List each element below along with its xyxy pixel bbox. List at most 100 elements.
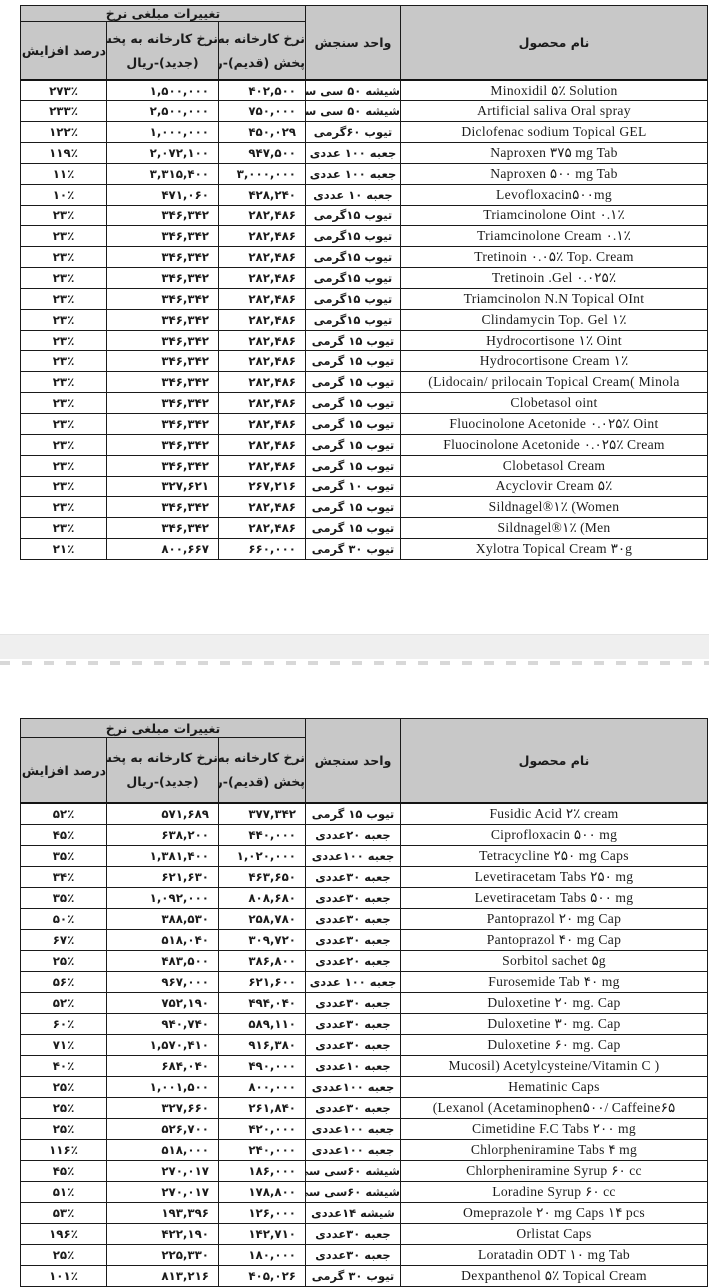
product-name-cell: Diclofenac sodium Topical GEL — [400, 121, 708, 144]
col-header-new-price-line1: نرخ کارخانه به پخش — [106, 750, 218, 765]
col-header-old-price: نرخ کارخانه به پخش (قدیم)-ریال — [218, 21, 306, 81]
new-price-cell: ۱,۰۰۱,۵۰۰ — [106, 1075, 219, 1098]
unit-cell: جعبه ۱۰ عددی — [305, 183, 401, 206]
old-price-cell: ۴۵۰,۰۲۹ — [218, 121, 306, 144]
percent-increase-cell: ۳۵٪ — [20, 886, 107, 909]
product-name-cell: Chlorpheniramine Syrup ۶۰ cc — [400, 1159, 708, 1182]
percent-increase-cell: ۵۶٪ — [20, 970, 107, 993]
unit-cell: تیوب ۱۵گرمی — [305, 246, 401, 269]
product-name-cell: Fusidic Acid ۲٪ cream — [400, 802, 708, 825]
percent-increase-cell: ۲۳٪ — [20, 371, 107, 394]
unit-cell: تیوب ۱۵گرمی — [305, 225, 401, 248]
table-row: Fusidic Acid ۲٪ cream تیوب ۱۵ گرمی ۳۷۷,۳۴۲… — [20, 802, 708, 825]
new-price-cell: ۴۲۲,۱۹۰ — [106, 1222, 219, 1245]
product-name-cell: Naproxen ۳۷۵ mg Tab — [400, 142, 708, 164]
percent-increase-cell: ۲۳٪ — [20, 267, 107, 289]
old-price-cell: ۴۰۵,۰۲۶ — [218, 1264, 306, 1287]
new-price-cell: ۶۸۴,۰۴۰ — [106, 1054, 219, 1077]
new-price-cell: ۱۹۳,۳۹۶ — [106, 1201, 219, 1224]
table-row: Levofloxacin۵۰۰mg جعبه ۱۰ عددی ۴۲۸,۲۴۰ ۴۷۱,… — [20, 183, 708, 206]
unit-cell: شیشه ۵۰ سی سی — [305, 79, 401, 102]
product-name-cell: Acyclovir Cream ۵٪ — [400, 475, 708, 498]
product-name-cell: Fluocinolone Acetonide ۰.۰۲۵٪ Oint — [400, 413, 708, 435]
unit-cell: شیشه ۶۰سی سی — [305, 1159, 401, 1182]
product-name-cell: Pantoprazol ۴۰ mg Cap — [400, 928, 708, 951]
product-name-cell: Hydrocortisone ۱٪ Oint — [400, 329, 708, 352]
table-row: Naproxen ۳۷۵ mg Tab جعبه ۱۰۰ عددی ۹۴۷,۵۰۰ ۲… — [20, 142, 708, 164]
percent-increase-cell: ۲۳٪ — [20, 496, 107, 519]
table-row: Pantoprazol ۴۰ mg Cap جعبه ۳۰عددی ۳۰۹,۷۲۰ ۵… — [20, 928, 708, 951]
new-price-cell: ۳,۳۱۵,۴۰۰ — [106, 162, 219, 185]
unit-cell: تیوب ۱۵گرمی — [305, 287, 401, 310]
unit-cell: تیوب ۱۵گرمی — [305, 204, 401, 227]
drug-price-table-2: نام محصول واحد سنجش تغییرات مبلغی نرخ نر… — [20, 718, 708, 1287]
unit-cell: جعبه ۲۰عددی — [305, 949, 401, 972]
new-price-cell: ۷۵۲,۱۹۰ — [106, 991, 219, 1014]
old-price-cell: ۴۹۴,۰۴۰ — [218, 991, 306, 1014]
product-name-cell: Loradine Syrup ۶۰ cc — [400, 1180, 708, 1203]
old-price-cell: ۲۸۲,۴۸۶ — [218, 371, 306, 394]
percent-increase-cell: ۱۲۲٪ — [20, 121, 107, 144]
percent-increase-cell: ۲۱٪ — [20, 538, 107, 560]
percent-increase-cell: ۲۵٪ — [20, 1075, 107, 1098]
col-header-percent-increase: درصد افزایش نرخ — [20, 737, 107, 804]
col-header-old-price: نرخ کارخانه به پخش (قدیم)-ریال — [218, 737, 306, 804]
col-header-new-price-line2: (جدید)-ریال — [126, 54, 199, 70]
new-price-cell: ۲۷۰,۰۱۷ — [106, 1159, 219, 1182]
new-price-cell: ۱,۳۸۱,۴۰۰ — [106, 844, 219, 867]
new-price-cell: ۵۲۶,۷۰۰ — [106, 1117, 219, 1140]
unit-cell: تیوب ۱۰ گرمی — [305, 475, 401, 498]
unit-cell: جعبه ۱۰۰عددی — [305, 1138, 401, 1161]
product-name-cell: Duloxetine ۲۰ mg. Cap — [400, 991, 708, 1014]
percent-increase-cell: ۷۱٪ — [20, 1033, 107, 1056]
unit-cell: جعبه ۳۰عددی — [305, 1033, 401, 1056]
old-price-cell: ۵۸۹,۱۱۰ — [218, 1012, 306, 1035]
old-price-cell: ۱۴۲,۷۱۰ — [218, 1222, 306, 1245]
percent-increase-cell: ۲۳٪ — [20, 287, 107, 310]
percent-increase-cell: ۵۳٪ — [20, 1201, 107, 1224]
percent-increase-cell: ۴۰٪ — [20, 1054, 107, 1077]
old-price-cell: ۲۸۲,۴۸۶ — [218, 433, 306, 456]
percent-increase-cell: ۳۵٪ — [20, 844, 107, 867]
col-header-percent-increase: درصد افزایش نرخ — [20, 21, 107, 81]
old-price-cell: ۲۸۲,۴۸۶ — [218, 287, 306, 310]
product-name-cell: Tretinoin ۰.۰۵٪ Top. Cream — [400, 246, 708, 269]
new-price-cell: ۳۸۸,۵۳۰ — [106, 907, 219, 930]
new-price-cell: ۳۴۶,۳۴۲ — [106, 308, 219, 331]
percent-increase-cell: ۴۵٪ — [20, 1159, 107, 1182]
table-row: Naproxen ۵۰۰ mg Tab جعبه ۱۰۰ عددی ۳,۰۰۰,۰۰… — [20, 162, 708, 185]
old-price-cell: ۶۶۰,۰۰۰ — [218, 538, 306, 560]
table-row: Loratadin ODT ۱۰ mg Tab جعبه ۳۰عددی ۱۸۰,۰۰… — [20, 1243, 708, 1266]
percent-increase-cell: ۲۳٪ — [20, 433, 107, 456]
new-price-cell: ۳۴۶,۳۴۲ — [106, 267, 219, 289]
unit-cell: جعبه ۱۰۰ عددی — [305, 970, 401, 993]
unit-cell: شیشه ۵۰ سی سی — [305, 100, 401, 123]
percent-increase-cell: ۴۵٪ — [20, 823, 107, 846]
old-price-cell: ۲۶۷,۲۱۶ — [218, 475, 306, 498]
percent-increase-cell: ۲۳٪ — [20, 246, 107, 269]
percent-increase-cell: ۲۳٪ — [20, 350, 107, 373]
unit-cell: شیشه ۶۰سی سی — [305, 1180, 401, 1203]
table-row: (Lexanol (Acetaminophen۵۰۰/ Caffeine۶۵ جع… — [20, 1096, 708, 1119]
unit-cell: تیوب ۱۵ گرمی — [305, 433, 401, 456]
percent-increase-cell: ۱۹۶٪ — [20, 1222, 107, 1245]
percent-increase-cell: ۶۰٪ — [20, 1012, 107, 1035]
col-header-new-price-line2: (جدید)-ریال — [126, 774, 199, 789]
table-row: Orlistat Caps جعبه ۳۰عددی ۱۴۲,۷۱۰ ۴۲۲,۱۹۰ ۱۹… — [20, 1222, 708, 1245]
table-row: Clindamycin Top. Gel ۱٪ تیوب ۱۵گرمی ۲۸۲,۴۸… — [20, 308, 708, 331]
product-name-cell: Levetiracetam Tabs ۵۰۰ mg — [400, 886, 708, 909]
percent-increase-cell: ۵۰٪ — [20, 907, 107, 930]
table-2-header: نام محصول واحد سنجش تغییرات مبلغی نرخ نر… — [20, 718, 708, 804]
table-row: Tretinoin ۰.۰۵٪ Top. Cream تیوب ۱۵گرمی ۲۸۲… — [20, 246, 708, 269]
col-header-product: نام محصول — [400, 5, 708, 81]
unit-cell: جعبه ۱۰۰عددی — [305, 844, 401, 867]
percent-increase-cell: ۶۷٪ — [20, 928, 107, 951]
percent-increase-cell: ۵۲٪ — [20, 802, 107, 825]
table-row: Hydrocortisone ۱٪ Oint تیوب ۱۵ گرمی ۲۸۲,۴۸… — [20, 329, 708, 352]
unit-cell: جعبه ۱۰۰عددی — [305, 1075, 401, 1098]
product-name-cell: Triamcinolone Oint ۰.۱٪ — [400, 204, 708, 227]
percent-increase-cell: ۵۱٪ — [20, 1180, 107, 1203]
old-price-cell: ۲۸۲,۴۸۶ — [218, 204, 306, 227]
